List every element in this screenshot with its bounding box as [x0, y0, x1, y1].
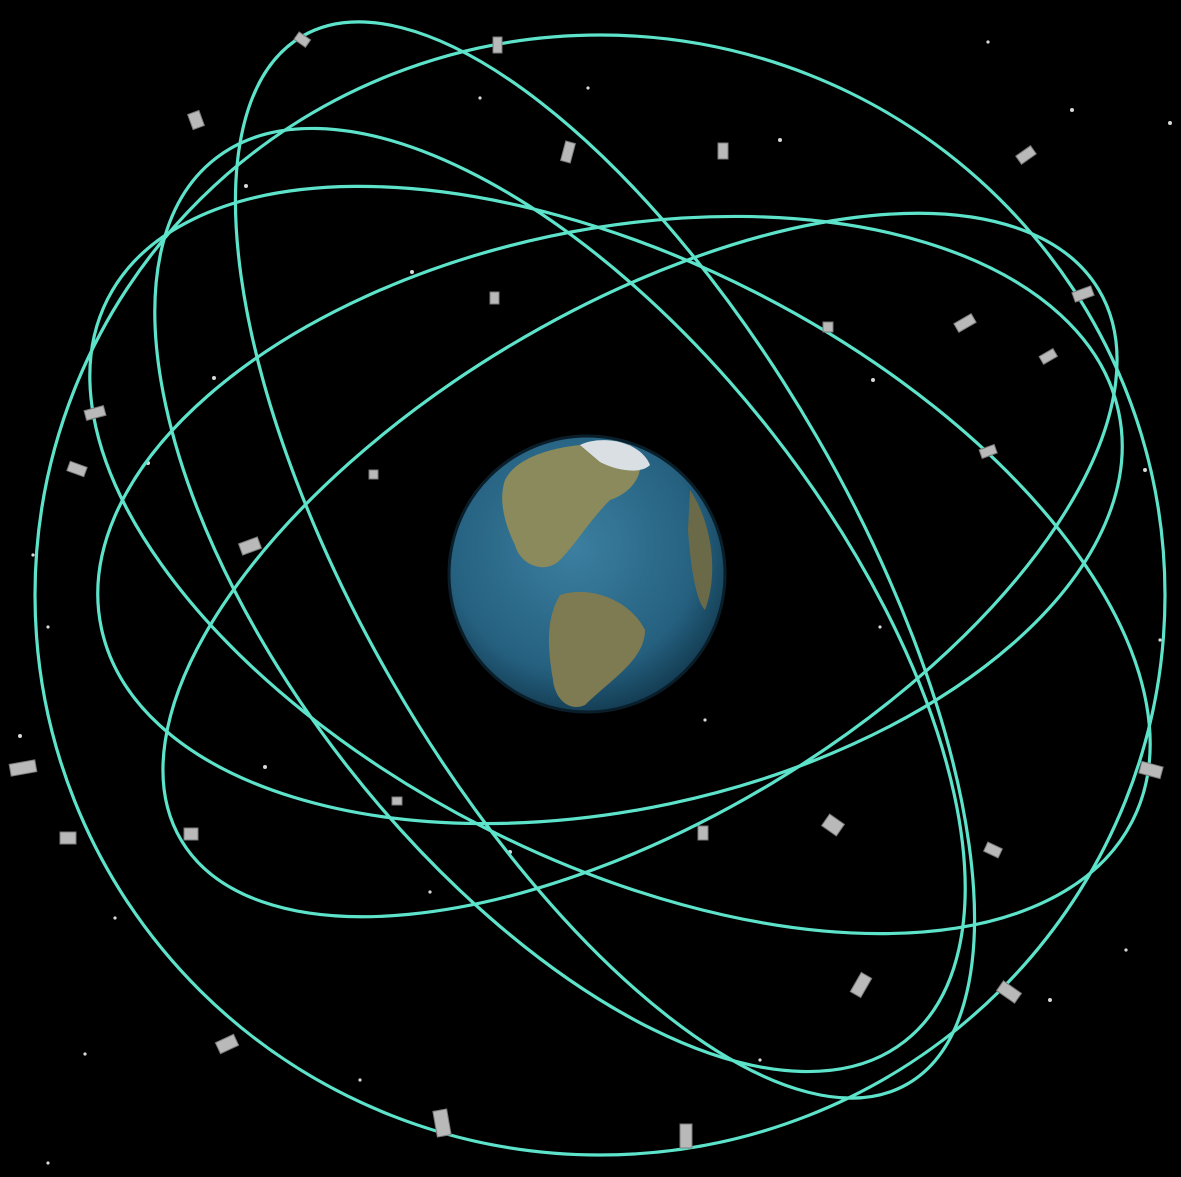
star — [83, 1052, 87, 1056]
star — [358, 1078, 362, 1082]
satellite — [1015, 145, 1037, 165]
satellite — [183, 827, 199, 841]
satellite — [1038, 347, 1059, 366]
satellite — [492, 36, 503, 54]
satellite — [214, 1033, 240, 1055]
star — [113, 916, 117, 920]
star — [703, 718, 707, 722]
earth — [447, 434, 727, 714]
orbit — [33, 33, 1167, 1157]
star — [31, 553, 35, 557]
africa-edge — [688, 490, 713, 610]
orbit — [88, 184, 1152, 936]
star — [410, 270, 414, 274]
satellite — [822, 321, 834, 333]
satellite — [820, 813, 846, 837]
satellite — [978, 443, 998, 460]
satellite — [1138, 760, 1164, 780]
south-america — [548, 591, 645, 708]
star — [428, 890, 432, 894]
star — [586, 86, 590, 90]
satellite — [8, 759, 38, 777]
star — [878, 625, 882, 629]
star — [1143, 468, 1147, 472]
satellite — [982, 841, 1004, 859]
satellite — [59, 831, 77, 845]
star — [1168, 121, 1172, 125]
satellite — [717, 142, 729, 160]
earth-rim — [447, 434, 727, 714]
star — [986, 40, 990, 44]
satellite — [849, 971, 873, 999]
star — [1124, 948, 1128, 952]
satellite — [66, 460, 88, 478]
satellite — [489, 291, 500, 305]
orbit — [161, 211, 1119, 919]
satellite — [432, 1108, 452, 1138]
orbit — [153, 126, 967, 1074]
star — [263, 765, 267, 769]
satellite — [679, 1123, 693, 1149]
satellite — [186, 109, 206, 131]
star — [758, 1058, 762, 1062]
star — [46, 1161, 50, 1165]
orbit — [96, 214, 1124, 826]
satellite — [293, 31, 312, 48]
star — [1158, 638, 1162, 642]
north-america — [502, 443, 641, 568]
star — [1070, 108, 1074, 112]
satellite — [83, 404, 107, 422]
star — [244, 184, 248, 188]
satellite — [1071, 285, 1095, 303]
satellites — [8, 31, 1164, 1149]
satellite — [559, 140, 577, 164]
star — [778, 138, 782, 142]
satellite — [391, 796, 403, 806]
satellite — [995, 980, 1023, 1004]
star — [46, 625, 50, 629]
greenland — [580, 440, 650, 471]
star — [1048, 998, 1052, 1002]
satellite — [368, 469, 379, 480]
star — [871, 378, 875, 382]
star — [212, 376, 216, 380]
satellite — [697, 825, 709, 841]
star — [478, 96, 482, 100]
land — [502, 440, 713, 708]
star — [18, 734, 22, 738]
satellite — [953, 312, 977, 334]
satellite — [237, 536, 263, 556]
stars — [18, 40, 1172, 1165]
